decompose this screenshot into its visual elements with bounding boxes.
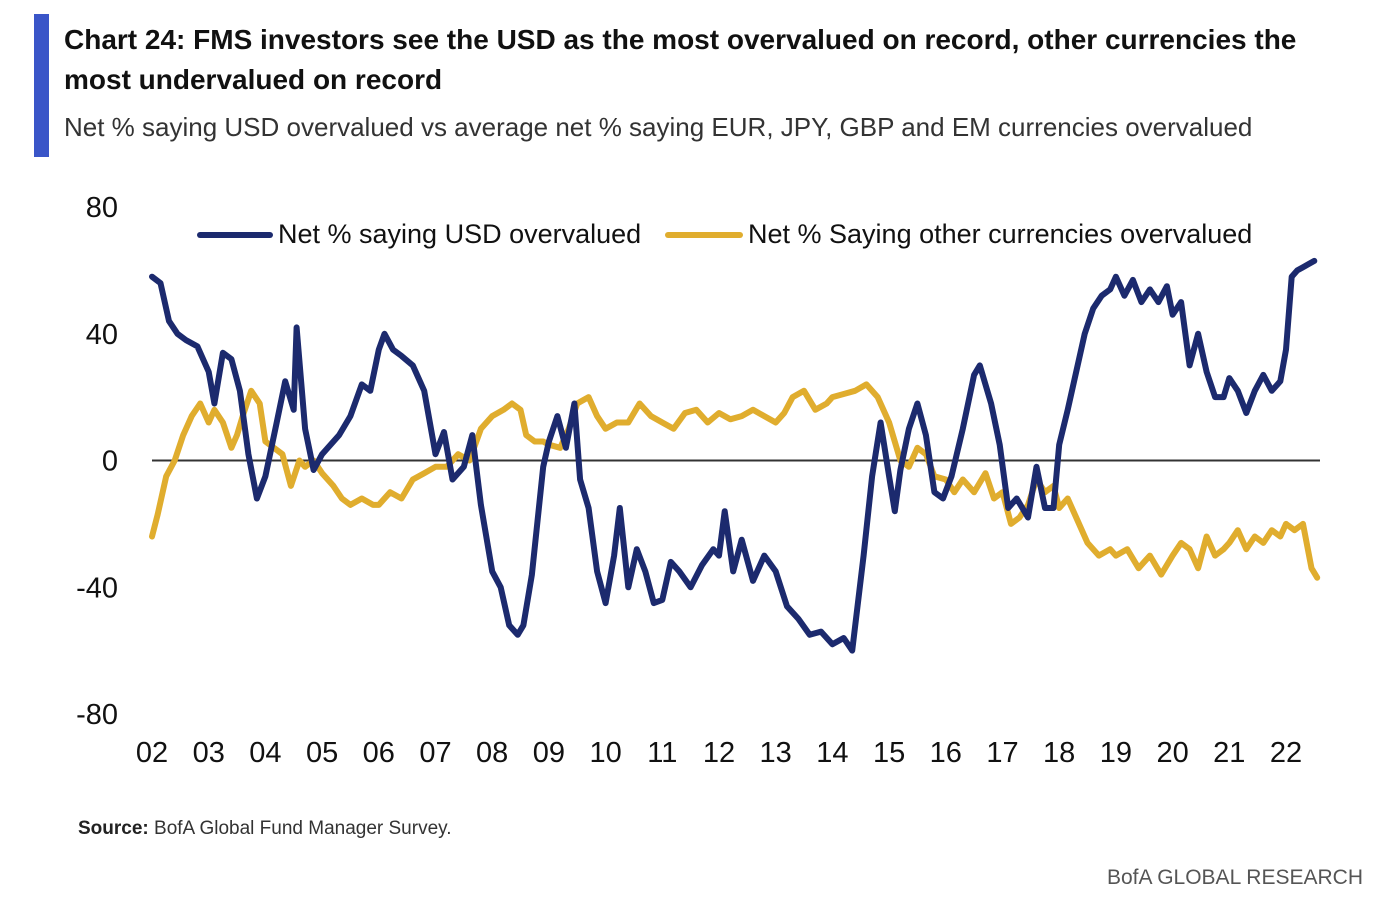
x-tick-label: 15 bbox=[873, 737, 905, 769]
x-tick-label: 21 bbox=[1213, 737, 1245, 769]
x-axis-ticks: 02 03 04 05 06 07 08 09 10 11 12 13 14 15 16 17 18 19 20 21… bbox=[136, 737, 1302, 769]
y-tick-label: -80 bbox=[76, 699, 118, 731]
footer-brand: BofA GLOBAL RESEARCH bbox=[1107, 866, 1363, 889]
source-note: Source: BofA Global Fund Manager Survey. bbox=[78, 818, 452, 840]
x-tick-label: 12 bbox=[703, 737, 735, 769]
x-tick-label: 03 bbox=[193, 737, 225, 769]
y-tick-label: 40 bbox=[86, 319, 118, 351]
x-tick-label: 13 bbox=[760, 737, 792, 769]
x-tick-label: 10 bbox=[589, 737, 621, 769]
x-tick-label: 18 bbox=[1043, 737, 1075, 769]
source-text: BofA Global Fund Manager Survey. bbox=[154, 818, 452, 839]
x-tick-label: 09 bbox=[533, 737, 565, 769]
x-tick-label: 05 bbox=[306, 737, 338, 769]
title-accent-bar bbox=[34, 14, 49, 157]
y-tick-label: 0 bbox=[102, 446, 118, 478]
series-other-line bbox=[149, 381, 1321, 581]
x-tick-label: 16 bbox=[930, 737, 962, 769]
x-tick-label: 19 bbox=[1100, 737, 1132, 769]
x-tick-label: 11 bbox=[647, 737, 677, 769]
series-usd-line bbox=[149, 257, 1318, 654]
x-tick-label: 20 bbox=[1156, 737, 1188, 769]
y-axis-ticks: 80 40 0 -40 -80 bbox=[76, 192, 118, 731]
x-tick-label: 17 bbox=[986, 737, 1018, 769]
x-tick-label: 14 bbox=[816, 737, 848, 769]
legend: Net % saying USD overvalued Net % Saying… bbox=[197, 219, 1252, 249]
x-tick-label: 06 bbox=[363, 737, 395, 769]
x-tick-label: 08 bbox=[476, 737, 508, 769]
x-tick-label: 22 bbox=[1270, 737, 1302, 769]
series-lines bbox=[149, 257, 1321, 654]
x-tick-label: 02 bbox=[136, 737, 168, 769]
y-tick-label: 80 bbox=[86, 192, 118, 224]
x-tick-label: 04 bbox=[249, 737, 281, 769]
y-tick-label: -40 bbox=[76, 572, 118, 604]
x-tick-label: 07 bbox=[419, 737, 451, 769]
chart-subtitle: Net % saying USD overvalued vs average n… bbox=[64, 112, 1253, 142]
source-label: Source: bbox=[78, 818, 149, 839]
legend-usd-label: Net % saying USD overvalued bbox=[278, 219, 641, 249]
chart-title: Chart 24: FMS investors see the USD as t… bbox=[64, 24, 1297, 95]
legend-other-label: Net % Saying other currencies overvalued bbox=[748, 219, 1252, 249]
